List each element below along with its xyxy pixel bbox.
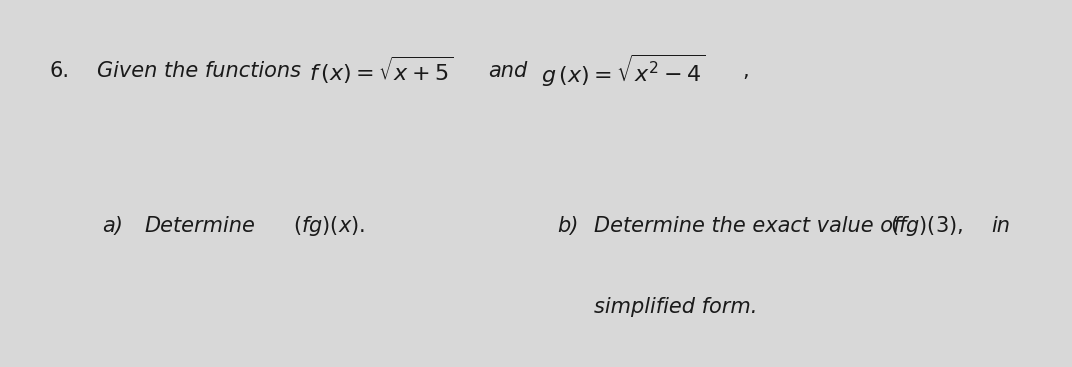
Text: ,: , xyxy=(742,61,749,80)
Text: simplified form.: simplified form. xyxy=(594,297,758,317)
Text: Determine: Determine xyxy=(145,216,255,236)
Text: $(fg)(3),$: $(fg)(3),$ xyxy=(891,214,964,238)
Text: $(fg)(x).$: $(fg)(x).$ xyxy=(293,214,364,238)
Text: Determine the exact value of: Determine the exact value of xyxy=(594,216,900,236)
Text: and: and xyxy=(489,61,527,80)
Text: b): b) xyxy=(557,216,579,236)
Text: Given the functions: Given the functions xyxy=(96,61,301,80)
Text: $g\,(x)=\sqrt{x^{2}-4}$: $g\,(x)=\sqrt{x^{2}-4}$ xyxy=(541,52,705,89)
Text: a): a) xyxy=(102,216,123,236)
Text: $f\,(x)=\sqrt{x+5}$: $f\,(x)=\sqrt{x+5}$ xyxy=(309,55,452,86)
Text: 6.: 6. xyxy=(49,61,70,80)
Text: in: in xyxy=(991,216,1010,236)
